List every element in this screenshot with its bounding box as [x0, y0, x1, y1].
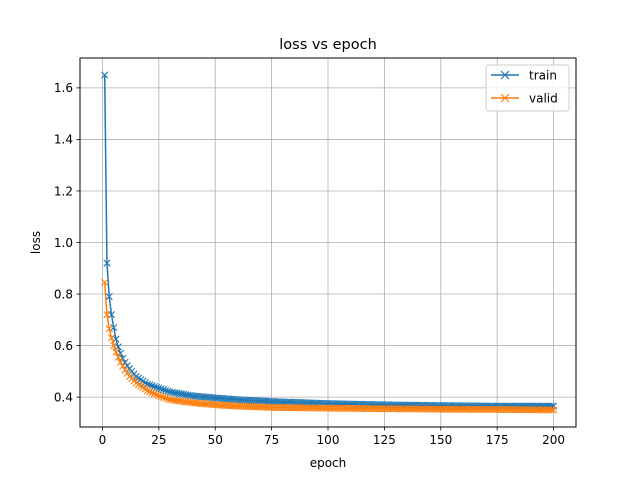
series-valid — [101, 278, 558, 414]
x-tick-label: 125 — [373, 433, 396, 447]
point-marker-train — [101, 71, 109, 79]
point-marker-train — [157, 385, 165, 393]
point-marker-valid — [547, 406, 555, 414]
y-tick-label: 1.2 — [54, 184, 73, 198]
point-marker-valid — [150, 390, 158, 398]
x-tick-label: 175 — [486, 433, 509, 447]
point-marker-valid — [112, 348, 120, 356]
legend: train valid — [485, 64, 570, 112]
point-marker-valid — [119, 362, 127, 370]
y-tick-label: 0.8 — [54, 287, 73, 301]
point-marker-valid — [116, 358, 125, 366]
point-marker-valid — [146, 388, 154, 396]
point-marker-valid — [114, 353, 122, 361]
point-marker-train — [103, 259, 111, 267]
point-marker-train — [116, 349, 125, 357]
x-tick-label: 150 — [429, 433, 452, 447]
x-tick-label: 0 — [99, 433, 107, 447]
x-tick-label: 25 — [151, 433, 166, 447]
legend-label-train: train — [529, 69, 557, 83]
x-tick-label: 75 — [264, 433, 279, 447]
point-marker-train — [114, 343, 122, 351]
x-tick-label: 50 — [208, 433, 223, 447]
point-marker-valid — [157, 393, 165, 401]
point-marker-valid — [103, 311, 111, 319]
y-tick-label: 1.0 — [54, 236, 73, 250]
series-layer — [101, 71, 558, 414]
point-marker-train — [155, 384, 163, 392]
point-marker-train — [164, 387, 172, 395]
point-marker-valid — [110, 341, 118, 350]
y-axis-label: loss — [29, 231, 43, 254]
x-tick-label: 100 — [317, 433, 340, 447]
point-marker-train — [143, 380, 152, 388]
axis-ticks: 0 25 50 75 100 125 150 175 200 0.4 0.6 0.8 1.0 1.2 1.4… — [54, 81, 565, 447]
point-marker-valid — [549, 406, 558, 414]
point-marker-train — [110, 323, 118, 332]
point-marker-valid — [162, 394, 170, 402]
y-tick-label: 0.4 — [54, 390, 73, 404]
point-marker-valid — [123, 369, 131, 377]
point-marker-valid — [159, 393, 167, 401]
y-tick-label: 0.6 — [54, 339, 73, 353]
y-tick-label: 1.6 — [54, 81, 73, 95]
point-marker-valid — [105, 325, 113, 333]
point-marker-valid — [155, 392, 163, 400]
point-marker-train — [119, 354, 127, 363]
legend-marker-train — [500, 70, 510, 80]
point-marker-train — [112, 335, 120, 343]
point-marker-valid — [164, 395, 172, 403]
legend-marker-valid — [500, 93, 510, 103]
point-marker-valid — [101, 278, 109, 287]
y-tick-label: 1.4 — [54, 133, 73, 147]
x-axis-label: epoch — [310, 456, 347, 470]
point-marker-train — [152, 383, 161, 391]
x-tick-label: 200 — [542, 433, 565, 447]
point-marker-valid — [148, 389, 156, 397]
point-marker-valid — [143, 387, 152, 395]
point-marker-valid — [121, 366, 129, 374]
legend-label-valid: valid — [529, 92, 558, 106]
point-marker-valid — [107, 334, 116, 342]
point-marker-train — [162, 386, 170, 394]
chart-title: loss vs epoch — [279, 37, 377, 53]
point-marker-valid — [152, 391, 161, 399]
point-marker-train — [105, 293, 113, 301]
point-marker-train — [159, 386, 167, 394]
